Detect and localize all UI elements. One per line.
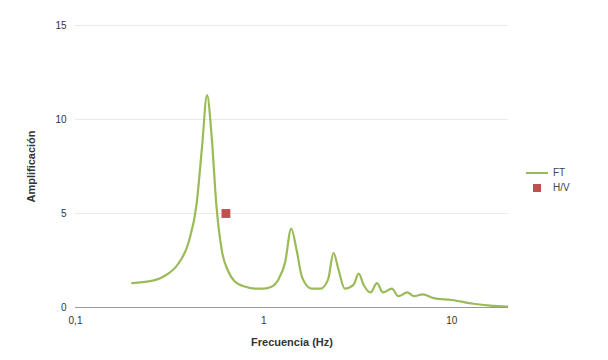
svg-text:Frecuencia (Hz): Frecuencia (Hz) <box>251 336 333 348</box>
html-text:FT: FT <box>553 167 566 178</box>
svg-text:15: 15 <box>55 20 67 31</box>
html-text:H/V: H/V <box>553 182 570 193</box>
svg-text:0,1: 0,1 <box>69 315 83 326</box>
svg-text:0: 0 <box>61 302 67 313</box>
svg-text:5: 5 <box>61 208 67 219</box>
svg-text:Amplificación: Amplificación <box>25 130 37 202</box>
svg-text:1: 1 <box>261 315 267 326</box>
svg-text:10: 10 <box>55 114 67 125</box>
svg-text:10: 10 <box>446 315 458 326</box>
